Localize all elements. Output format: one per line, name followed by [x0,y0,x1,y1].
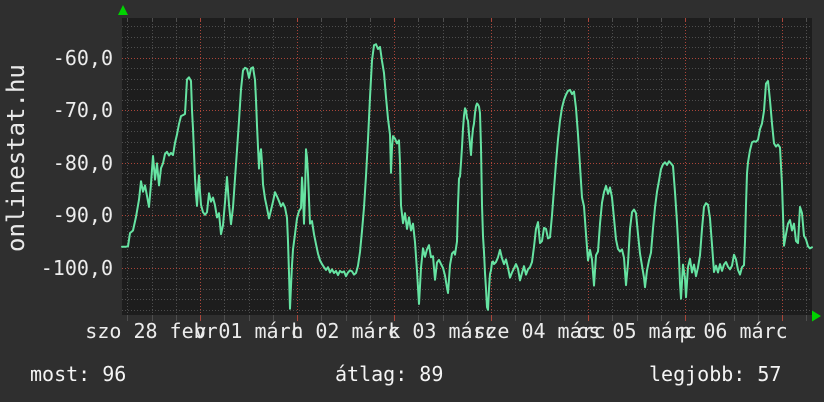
y-tick-label: -70,0 [52,98,113,122]
stat-most-label: most: [30,362,91,386]
stat-atlag-value: 89 [419,362,444,386]
y-tick-label: -90,0 [52,203,113,227]
y-tick-label: -100,0 [40,256,113,280]
stat-legjobb: legjobb: 57 [649,362,781,386]
stat-legjobb-label: legjobb: [649,362,746,386]
x-tick-label: sze 04 márc [473,319,606,343]
stat-legjobb-value: 57 [757,362,782,386]
y-tick-label: -80,0 [52,151,113,175]
y-tick-label: -60,0 [52,46,113,70]
y-axis-arrow-icon [118,5,128,15]
x-tick-label: h 02 márc [291,319,400,343]
stat-most: most: 96 [30,362,126,386]
x-tick-label: cs 05 márc [576,319,697,343]
x-tick-label: v 01 márc [194,319,303,343]
stat-most-value: 96 [102,362,127,386]
stat-atlag-label: átlag: [335,362,408,386]
signal-line [121,43,813,311]
x-tick-label: k 03 márc [388,319,497,343]
stat-atlag: átlag: 89 [335,362,443,386]
x-axis-arrow-icon [812,310,821,322]
x-tick-label: szo 28 febr [85,319,218,343]
x-tick-label: p 06 márc [679,319,788,343]
plot-area [122,18,812,315]
